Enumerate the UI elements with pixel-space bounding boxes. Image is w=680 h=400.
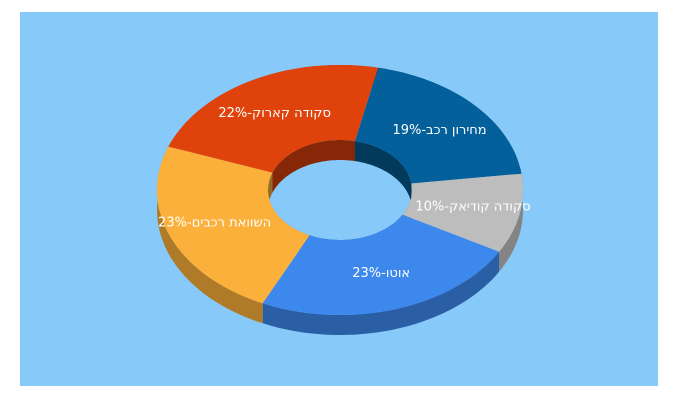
slice [262, 214, 500, 315]
data-label: השוואת רכבים-23% [158, 216, 271, 231]
inner-side [272, 140, 355, 193]
slice [355, 67, 522, 184]
outer-side [499, 173, 523, 272]
inner-side [355, 141, 412, 204]
slice [168, 65, 378, 173]
data-label: סקודה קארוק-22% [218, 106, 331, 121]
tops [157, 65, 523, 315]
slice [402, 173, 523, 252]
data-label: מחירון רכב-19% [392, 123, 486, 138]
data-label: סקודה קודיאק-10% [415, 199, 530, 214]
data-label: אוטו-23% [352, 266, 410, 281]
outer-side [262, 251, 500, 335]
slice [157, 146, 310, 304]
labels: מחירון רכב-19% סקודה קודיאק-10% אוטו-23% הש… [158, 106, 530, 281]
